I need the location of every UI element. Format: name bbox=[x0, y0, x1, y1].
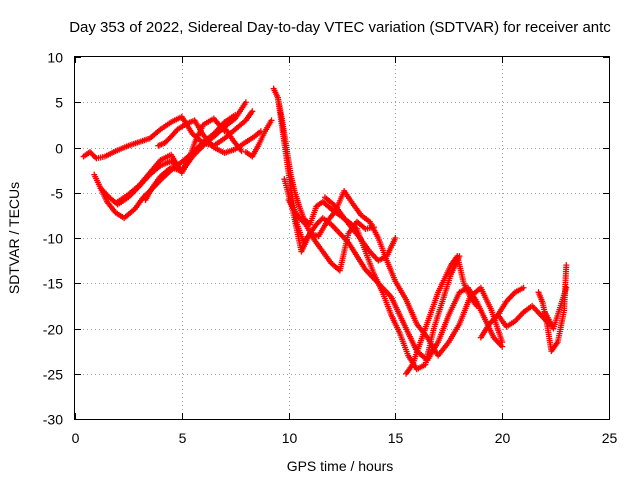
y-tick-label: 0 bbox=[55, 141, 63, 157]
data-point bbox=[371, 224, 378, 231]
x-tick-label: 5 bbox=[179, 430, 187, 446]
y-axis-label: SDTVAR / TECUs bbox=[6, 182, 22, 294]
y-tick-label: -10 bbox=[43, 231, 63, 247]
series-track-j bbox=[281, 176, 506, 359]
series-track-d bbox=[114, 111, 239, 205]
y-tick-label: -30 bbox=[43, 412, 63, 428]
series-track-q bbox=[541, 284, 570, 332]
data-point bbox=[520, 284, 527, 291]
x-tick-label: 10 bbox=[282, 430, 298, 446]
y-tick-label: -20 bbox=[43, 322, 63, 338]
y-tick-label: 5 bbox=[55, 95, 63, 111]
series-track-g bbox=[242, 117, 275, 160]
data-point bbox=[473, 302, 480, 309]
y-tick-label: -15 bbox=[43, 276, 63, 292]
series-track-k bbox=[285, 196, 378, 274]
x-tick-label: 20 bbox=[495, 430, 511, 446]
x-tick-label: 25 bbox=[602, 430, 618, 446]
plot-frame bbox=[74, 56, 610, 420]
y-tick-label: -25 bbox=[43, 367, 63, 383]
series-track-f bbox=[155, 117, 264, 156]
axis-ticks: 0 5 10 15 20 25 -30 -25 -20 -15 -10 -5 0 5 10 bbox=[43, 50, 618, 447]
x-axis-label: GPS time / hours bbox=[287, 458, 394, 474]
data-points bbox=[80, 85, 570, 377]
series-track-p bbox=[535, 262, 570, 355]
series-track-n bbox=[477, 284, 527, 341]
y-tick-label: 10 bbox=[47, 50, 63, 66]
series-track-l bbox=[321, 194, 399, 264]
grid-lines bbox=[75, 57, 609, 419]
data-point bbox=[92, 154, 99, 161]
x-tick-label: 0 bbox=[72, 430, 80, 446]
data-point bbox=[268, 117, 275, 124]
data-point bbox=[392, 235, 399, 241]
x-tick-label: 15 bbox=[388, 430, 404, 446]
data-point bbox=[232, 111, 239, 118]
series-track-m bbox=[403, 253, 480, 377]
data-point bbox=[249, 108, 256, 115]
data-point bbox=[563, 284, 570, 291]
data-point bbox=[242, 99, 249, 106]
series-track-e bbox=[142, 124, 245, 203]
y-tick-label: -5 bbox=[51, 186, 64, 202]
chart-title: Day 353 of 2022, Sidereal Day-to-day VTE… bbox=[69, 19, 611, 36]
data-point bbox=[499, 339, 506, 346]
data-point bbox=[238, 148, 245, 155]
data-point bbox=[563, 262, 570, 269]
